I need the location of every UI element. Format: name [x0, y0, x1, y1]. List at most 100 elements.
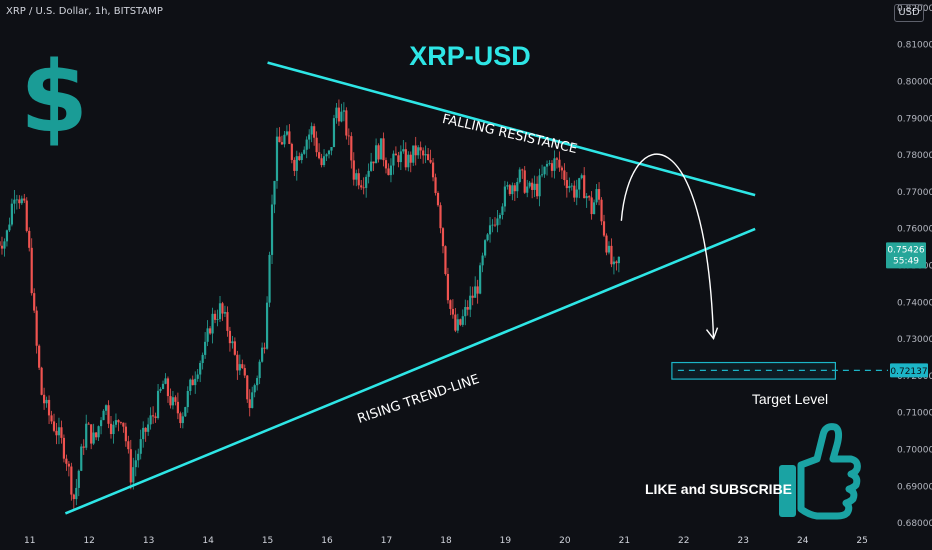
- candle-body: [503, 186, 507, 207]
- candle-body: [114, 420, 118, 425]
- candle-body: [132, 467, 135, 483]
- candle-body: [392, 153, 395, 166]
- candle-body: [199, 363, 202, 375]
- candle-body: [583, 175, 586, 199]
- candle-body: [365, 176, 368, 188]
- candle-body: [451, 308, 454, 315]
- time-tick-label: 13: [143, 536, 154, 546]
- candle-body: [13, 199, 16, 204]
- candle-body: [513, 185, 516, 192]
- candle-body: [615, 261, 618, 264]
- candle-body: [575, 189, 578, 198]
- candle-body: [263, 347, 266, 349]
- candle-body: [221, 303, 224, 314]
- candle-body: [384, 160, 388, 169]
- candle-body: [139, 439, 142, 454]
- candle-body: [95, 432, 98, 438]
- candle-body: [3, 241, 6, 249]
- candle-body: [523, 170, 526, 193]
- candle-body: [144, 427, 147, 432]
- candle-body: [397, 155, 400, 163]
- candle-body: [404, 149, 407, 168]
- candle-body: [92, 432, 95, 444]
- candle-body: [164, 378, 167, 384]
- candle-body: [617, 256, 620, 264]
- candle-body: [248, 399, 251, 408]
- candle-body: [456, 319, 459, 331]
- candle-body: [186, 390, 189, 408]
- candle-body: [483, 240, 487, 256]
- candle-body: [65, 458, 68, 464]
- candle-body: [313, 126, 316, 138]
- candle-body: [25, 200, 28, 231]
- candle-body: [466, 307, 469, 310]
- currency-button[interactable]: USD: [894, 4, 924, 22]
- candle-body: [402, 149, 405, 152]
- candle-body: [57, 427, 61, 436]
- symbol-header: XRP / U.S. Dollar, 1h, BITSTAMP: [6, 6, 163, 17]
- candle-body: [511, 185, 514, 195]
- candle-body: [367, 170, 370, 177]
- candle-body: [441, 228, 445, 247]
- candle-body: [479, 265, 482, 294]
- candle-body: [208, 328, 212, 334]
- time-tick-label: 20: [559, 536, 571, 546]
- countdown-value: 55:49: [893, 256, 919, 266]
- candle-body: [184, 407, 187, 417]
- candle-body: [5, 230, 9, 242]
- candle-body: [350, 136, 353, 161]
- candle-body: [493, 224, 497, 226]
- candle-body: [218, 303, 222, 320]
- candle-body: [216, 319, 219, 320]
- candle-body: [424, 154, 427, 156]
- candle-body: [99, 420, 103, 427]
- candle-body: [18, 199, 21, 204]
- candle-body: [355, 173, 358, 180]
- candle-body: [592, 202, 596, 215]
- candle-body: [134, 460, 137, 468]
- candle-body: [152, 415, 155, 417]
- candle-body: [243, 368, 246, 376]
- candle-body: [374, 145, 378, 164]
- candle-body: [427, 154, 430, 161]
- candle-body: [70, 466, 73, 495]
- candle-body: [597, 189, 601, 200]
- candle-body: [578, 178, 581, 190]
- candle-body: [412, 145, 415, 163]
- candle-body: [531, 182, 534, 190]
- falling-resistance-line[interactable]: [267, 61, 756, 197]
- time-tick-label: 22: [678, 536, 689, 546]
- dollar-sign-icon: $: [20, 41, 88, 155]
- candle-body: [233, 341, 236, 355]
- candle-body: [352, 160, 355, 180]
- candle-body: [521, 169, 524, 171]
- candle-body: [283, 134, 286, 145]
- candle-body: [419, 147, 422, 151]
- candle-body: [196, 374, 199, 379]
- candle-body: [273, 180, 276, 205]
- candle-body: [253, 385, 256, 393]
- candle-body: [228, 330, 232, 344]
- candle-body: [399, 151, 402, 163]
- candle-body: [431, 162, 435, 178]
- rising-trendline[interactable]: [64, 227, 756, 515]
- candlestick-series: [0, 99, 620, 510]
- candle-body: [85, 423, 88, 448]
- candle-body: [295, 156, 298, 171]
- candle-body: [149, 415, 152, 425]
- candle-body: [446, 273, 450, 301]
- candle-body: [498, 214, 502, 219]
- target-price-tag: 0.72137: [890, 363, 928, 378]
- candle-body: [555, 158, 559, 160]
- candle-body: [389, 165, 393, 176]
- candle-body: [469, 295, 472, 310]
- candle-body: [605, 235, 608, 253]
- candle-body: [147, 424, 150, 432]
- candle-body: [528, 182, 531, 187]
- candle-body: [548, 163, 551, 165]
- time-tick-label: 12: [83, 536, 94, 546]
- candle-body: [30, 247, 33, 294]
- time-axis: 11 12 13 14 15 16 17 18 19 20 21 22 23 24 25: [24, 536, 868, 546]
- candle-body: [518, 169, 521, 183]
